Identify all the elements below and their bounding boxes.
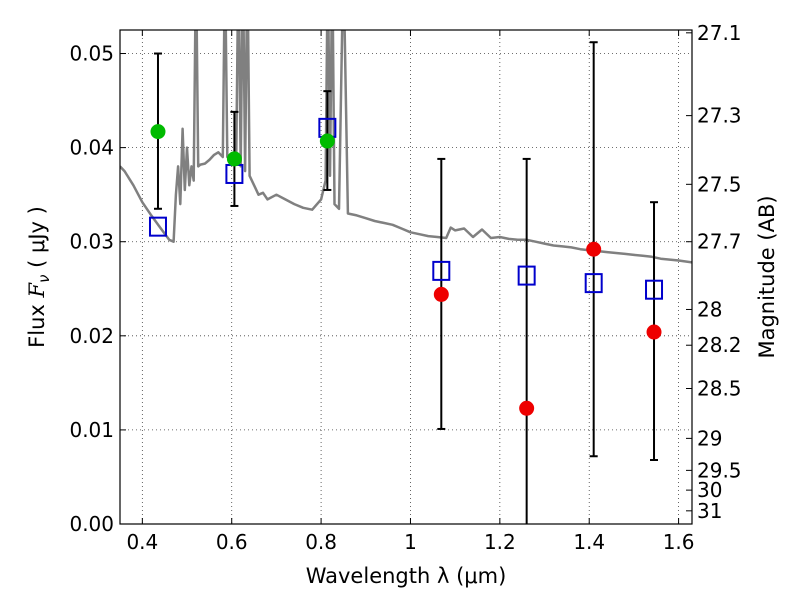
red-flux-point <box>646 324 662 340</box>
red-flux-point <box>519 400 535 416</box>
x-tick-label: 1 <box>404 530 417 554</box>
y2-tick-label: 29 <box>697 426 722 450</box>
grid <box>120 30 692 524</box>
red-flux-point <box>433 286 449 302</box>
y-tick-label: 0.00 <box>69 512 114 536</box>
x-tick-label: 0.4 <box>126 530 158 554</box>
x-tick-label: 0.8 <box>305 530 337 554</box>
y2-tick-label: 31 <box>697 499 722 523</box>
x-tick-label: 1.6 <box>663 530 695 554</box>
model-flux-square <box>148 216 167 237</box>
plot-frame <box>119 29 693 525</box>
y-tick-label: 0.01 <box>69 418 114 442</box>
y2-tick-label: 28 <box>697 297 722 321</box>
y-tick-label: 0.05 <box>69 42 114 66</box>
y-tick-label: 0.02 <box>69 324 114 348</box>
errorbar <box>522 157 531 524</box>
tick-labels: 0.4 0.6 0.8 1 1.2 1.4 1.6 0.00 0.01 0.02 0.03 0.04 0… <box>69 21 741 554</box>
y-tick-label: 0.04 <box>69 136 114 160</box>
errorbar-layer <box>153 41 659 524</box>
y2-tick-label: 28.5 <box>697 377 742 401</box>
y2-tick-label: 27.1 <box>697 21 742 45</box>
green-flux-point <box>319 133 335 149</box>
y-axis-label: Flux Fν ( μJy ) <box>25 206 53 348</box>
y2-tick-label: 29.5 <box>697 458 742 482</box>
red-flux-point <box>586 241 602 257</box>
model-flux-square <box>584 273 603 294</box>
green-flux-point <box>226 151 242 167</box>
model-flux-square <box>645 279 664 300</box>
model-flux-square <box>517 265 536 286</box>
marker-layer <box>148 117 664 416</box>
x-tick-label: 0.6 <box>216 530 248 554</box>
ticks <box>120 30 692 525</box>
green-flux-point <box>150 124 166 140</box>
y2-tick-label: 27.7 <box>697 230 742 254</box>
x-tick-label: 1.2 <box>484 530 516 554</box>
y2-tick-label: 28.2 <box>697 333 742 357</box>
y2-tick-label: 27.5 <box>697 172 742 196</box>
y-axis-label-units: ( μJy ) <box>25 206 49 274</box>
model-flux-square <box>432 260 451 281</box>
y-tick-label: 0.03 <box>69 230 114 254</box>
y2-tick-label: 30 <box>697 478 722 502</box>
sed-curve-layer <box>120 30 692 264</box>
y2-tick-label: 27.3 <box>697 104 742 128</box>
x-tick-label: 1.4 <box>573 530 605 554</box>
x-axis-label: Wavelength λ (μm) <box>306 564 507 588</box>
y-axis-label-prefix: Flux <box>25 298 49 348</box>
y-axis-label-symbol: F <box>25 282 49 299</box>
y2-axis-label: Magnitude (AB) <box>755 195 779 358</box>
y-axis-label-subscript: ν <box>35 275 53 283</box>
sed-model-curve <box>120 30 692 264</box>
